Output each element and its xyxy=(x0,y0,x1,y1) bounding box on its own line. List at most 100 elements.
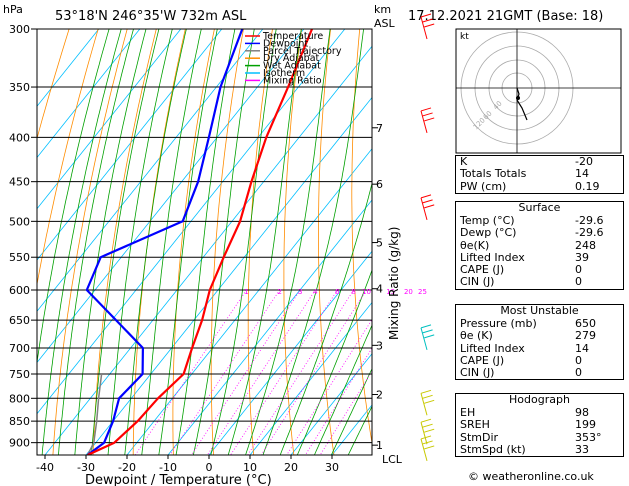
wet-adiabat-line xyxy=(347,405,372,455)
parcel-trajectory xyxy=(86,373,103,455)
wind-barb-flag xyxy=(422,329,433,334)
hodograph-storm-marker xyxy=(516,96,520,100)
dry-adiabat-line xyxy=(416,29,455,455)
wet-adiabat-line xyxy=(74,29,147,455)
row-label: StmSpd (kt) xyxy=(460,442,526,456)
wind-barb xyxy=(420,324,435,351)
km-tick-label: 2 xyxy=(376,389,383,402)
most-unstable-panel: Most Unstable Pressure (mb) 650 θe (K) 279 L… xyxy=(455,304,624,381)
isotherm-line xyxy=(37,29,346,415)
isotherm-line xyxy=(167,199,372,455)
row-label: K xyxy=(460,155,468,168)
legend-label: Mixing Ratio xyxy=(263,75,322,86)
hodograph-ring-label: 60 xyxy=(482,109,494,121)
hodograph-unit: kt xyxy=(460,32,469,42)
pressure-tick-label: 900 xyxy=(9,437,30,450)
pressure-tick-label: 350 xyxy=(9,81,30,94)
wind-barb xyxy=(420,194,435,221)
most-unstable-title: Most Unstable xyxy=(500,304,579,317)
wind-barb-flag xyxy=(422,440,433,445)
row-label: Lifted Index xyxy=(460,250,525,264)
surface-panel: Surface Temp (°C) -29.6 Dewp (°C) -29.6 θe(K… xyxy=(455,201,624,290)
wind-barb-staff xyxy=(420,197,428,221)
mixing-ratio-line xyxy=(207,289,316,455)
mixing-ratio-label: 10 xyxy=(362,288,371,296)
row-value: 248 xyxy=(575,238,596,252)
row-label: θe (K) xyxy=(460,329,493,343)
pressure-tick-label: 600 xyxy=(9,284,30,297)
x-tick-label: 20 xyxy=(284,461,298,474)
mixing-ratio-line xyxy=(169,289,281,455)
km-tick-label: 6 xyxy=(376,178,383,191)
wind-barb-flag xyxy=(424,23,435,28)
table-row: CAPE (J) 0 xyxy=(456,354,623,367)
dry-adiabat-line xyxy=(172,29,215,455)
legend-label: Dewpoint xyxy=(263,38,308,49)
row-label: StmDir xyxy=(460,430,499,444)
table-row: θe (K) 279 xyxy=(456,329,623,343)
table-row: SREH 199 xyxy=(456,418,623,431)
dry-adiabat-line xyxy=(247,29,273,455)
pressure-tick-label: 850 xyxy=(9,415,30,428)
row-label: Temp (°C) xyxy=(460,214,515,227)
plot-frame xyxy=(36,28,373,456)
wet-adiabat-line xyxy=(314,324,372,455)
isotherm-line xyxy=(208,250,372,455)
dewpoint-profile xyxy=(85,29,244,455)
isotherm-line xyxy=(85,96,372,455)
wind-barb-flag xyxy=(420,389,432,394)
wind-barb-flag xyxy=(424,117,435,122)
mixing-ratio-line xyxy=(230,289,338,455)
row-value: 0 xyxy=(575,263,582,277)
row-value: -29.6 xyxy=(575,214,604,227)
wet-adiabat-line xyxy=(124,29,187,455)
isotherm-line xyxy=(290,353,372,455)
row-label: Dewp (°C) xyxy=(460,226,517,240)
table-row: K -20 xyxy=(456,155,623,168)
x-tick-label: 10 xyxy=(243,461,257,474)
wind-barb xyxy=(420,435,435,462)
dry-adiabat-line xyxy=(283,29,302,455)
wind-barb-flag xyxy=(420,418,432,423)
wet-adiabat-line xyxy=(296,269,372,455)
row-label: EH xyxy=(460,406,476,419)
wet-adiabat-line xyxy=(245,29,331,455)
row-value: 14 xyxy=(575,341,589,355)
x-tick-label: -10 xyxy=(159,461,177,474)
wet-adiabat-line xyxy=(58,29,134,455)
profiles xyxy=(85,29,314,455)
table-row: PW (cm) 0.19 xyxy=(456,179,623,193)
row-value: 0.19 xyxy=(575,179,600,193)
km-tick-label: 1 xyxy=(376,439,383,452)
row-value: 650 xyxy=(575,317,596,330)
dry-adiabat-line xyxy=(132,29,186,455)
table-row: θe(K) 248 xyxy=(456,238,623,252)
mixing-ratio-line xyxy=(319,370,372,455)
table-row: EH 98 xyxy=(456,406,623,419)
isotherm-line xyxy=(37,29,305,364)
copyright-footer: © weatheronline.co.uk xyxy=(468,470,594,483)
row-label: Pressure (mb) xyxy=(460,317,537,330)
hodograph-frame xyxy=(455,28,622,154)
wet-adiabat-line xyxy=(227,29,302,455)
x-tick-label: 30 xyxy=(325,461,339,474)
pressure-tick-label: 750 xyxy=(9,368,30,381)
wind-barb xyxy=(420,13,435,40)
isotherm-line xyxy=(37,29,223,261)
pressure-tick-label: 550 xyxy=(9,251,30,264)
pressure-tick-label: 400 xyxy=(9,131,30,144)
mixing-ratio-line xyxy=(260,289,367,455)
row-value: 0 xyxy=(575,366,582,380)
row-value: -20 xyxy=(575,155,593,168)
wind-barb-flag xyxy=(420,435,432,440)
row-label: Totals Totals xyxy=(460,167,527,181)
table-row: StmSpd (kt) 33 xyxy=(456,442,623,456)
wet-adiabat-line xyxy=(262,29,364,455)
location-title: 53°18'N 246°35'W 732m ASL xyxy=(55,9,247,24)
wind-barb-flag xyxy=(424,204,435,209)
km-tick-label: 7 xyxy=(376,122,383,135)
wind-barb-flag xyxy=(420,107,432,112)
dry-adiabat-line xyxy=(37,29,99,287)
